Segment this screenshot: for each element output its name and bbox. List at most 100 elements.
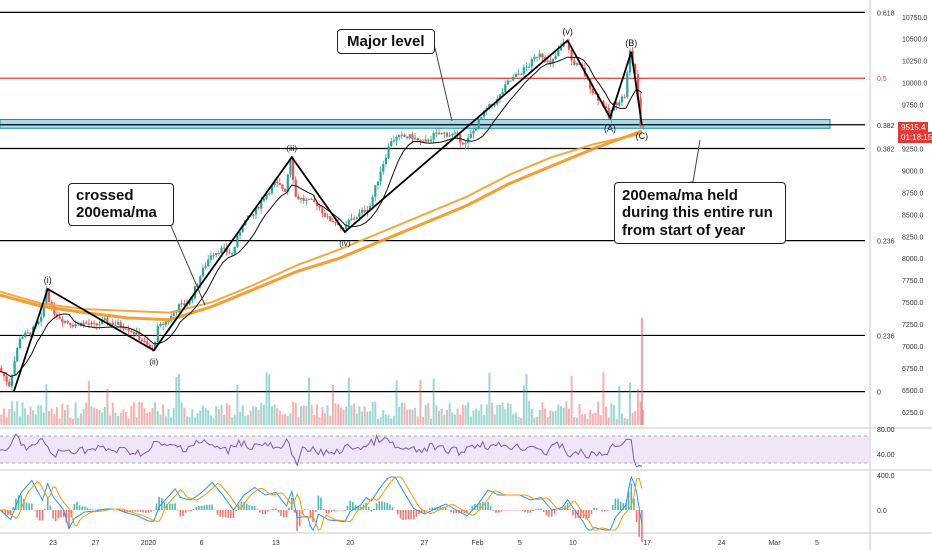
macd-histogram-bar <box>630 483 633 510</box>
time-axis[interactable]: 23 27 2020 6 13 20 27 Feb 5 10 17 24 Mar 5 <box>49 540 819 547</box>
candle-body <box>103 318 106 321</box>
volume-bar <box>353 403 356 425</box>
candle-body <box>472 130 475 134</box>
candle-body <box>323 213 327 217</box>
candle-body <box>13 361 16 375</box>
volume-bar <box>451 412 454 425</box>
macd-histogram-bar <box>49 505 52 510</box>
macd-histogram-bar <box>306 509 309 510</box>
macd-histogram-bar <box>572 510 574 516</box>
volume-bar <box>297 416 300 425</box>
volume-bar <box>626 418 629 425</box>
macd-histogram-bar <box>320 497 322 510</box>
macd-histogram-bar <box>134 510 137 512</box>
macd-histogram-bar <box>495 510 497 513</box>
macd-histogram-bar <box>381 501 383 510</box>
wave-label: (iv) <box>339 239 350 248</box>
macd-histogram-bar <box>139 510 142 513</box>
macd-histogram-bar <box>248 505 251 510</box>
volume-bar <box>536 416 539 425</box>
wave-label: (ii) <box>149 357 158 366</box>
macd-histogram-bar <box>264 510 267 515</box>
wave-label: (i) <box>44 275 52 285</box>
volume-bar <box>265 372 268 425</box>
candle-body <box>594 93 597 95</box>
macd-histogram-bar <box>62 510 65 518</box>
volume-bar <box>528 401 531 425</box>
price-axis[interactable]: 6250.0 6500.0 6750.0 7000.0 7250.0 7500.0 7750… <box>902 15 927 417</box>
macd-histogram-bar <box>277 510 280 513</box>
volume-bar <box>395 380 398 425</box>
volume-bar <box>358 406 361 425</box>
volume-bar <box>403 403 406 425</box>
candle-body <box>0 367 3 373</box>
macd-histogram-bar <box>298 510 301 527</box>
volume-bar <box>546 417 549 425</box>
candle-body <box>95 323 98 326</box>
macd-histogram-bar <box>638 510 641 537</box>
candle-body <box>626 72 629 98</box>
macd-histogram-bar <box>641 510 643 543</box>
macd-histogram-bar <box>227 510 229 518</box>
price-tick-label: 7250.0 <box>902 322 924 329</box>
macd-histogram-bar <box>330 510 333 513</box>
candle-body <box>435 132 438 134</box>
fib-level-label: 0.236 <box>877 333 895 340</box>
volume-bar <box>40 405 43 425</box>
macd-histogram-bar <box>399 510 402 519</box>
macd-histogram-bar <box>275 508 277 510</box>
ma-line-200ma <box>0 132 643 314</box>
macd-histogram-bar <box>155 503 158 510</box>
volume-bar <box>310 404 313 425</box>
volume-bar <box>193 417 196 425</box>
volume-bar <box>201 405 204 425</box>
macd-histogram-bar <box>338 510 341 511</box>
candle-body <box>546 60 549 62</box>
candle-body <box>350 218 353 220</box>
macd-histogram-bar <box>412 510 415 520</box>
macd-histogram-bar <box>174 503 176 510</box>
macd-histogram-bar <box>7 510 9 516</box>
candle-body <box>634 63 637 75</box>
macd-histogram-bar <box>41 510 44 521</box>
candle-body <box>260 200 263 209</box>
candle-body <box>215 252 218 256</box>
candle-body <box>254 207 258 215</box>
macd-histogram-bar <box>431 507 434 510</box>
held-pointer <box>690 139 701 183</box>
candle-body <box>74 324 77 327</box>
candle-body <box>334 222 337 224</box>
candle-body <box>5 376 8 382</box>
candle-body <box>281 184 284 189</box>
macd-histogram-bar <box>168 503 171 510</box>
candle-body <box>395 136 398 141</box>
date-tick-label: 2020 <box>141 540 157 547</box>
macd-histogram-bar <box>513 510 516 511</box>
macd-histogram-bar <box>237 504 240 510</box>
macd-histogram-bar <box>564 505 566 510</box>
macd-histogram-bar <box>322 508 325 510</box>
date-tick-label: Mar <box>768 540 781 547</box>
date-tick-label: 13 <box>272 540 280 547</box>
wave-label: (C) <box>636 131 649 141</box>
macd-histogram-bar <box>540 508 542 510</box>
volume-bar <box>594 412 597 425</box>
macd-histogram-bar <box>463 510 465 514</box>
candle-body <box>297 196 300 200</box>
volume-bar <box>514 412 517 425</box>
ema-held-note: 200ema/ma held during this entire run fr… <box>614 182 786 244</box>
date-tick-label: Feb <box>471 540 483 547</box>
volume-bar <box>586 418 589 425</box>
candle-body <box>623 96 626 98</box>
candle-body <box>376 181 380 186</box>
volume-bar <box>281 414 284 425</box>
macd-histogram-bar <box>44 508 46 510</box>
candle-body <box>321 207 324 214</box>
candle-body <box>512 76 515 81</box>
volume-bar <box>361 411 364 425</box>
macd-histogram-bar <box>54 510 57 522</box>
volume-bar <box>48 411 51 425</box>
price-tick-label: 7500.0 <box>902 300 924 307</box>
volume-bar <box>56 407 59 425</box>
